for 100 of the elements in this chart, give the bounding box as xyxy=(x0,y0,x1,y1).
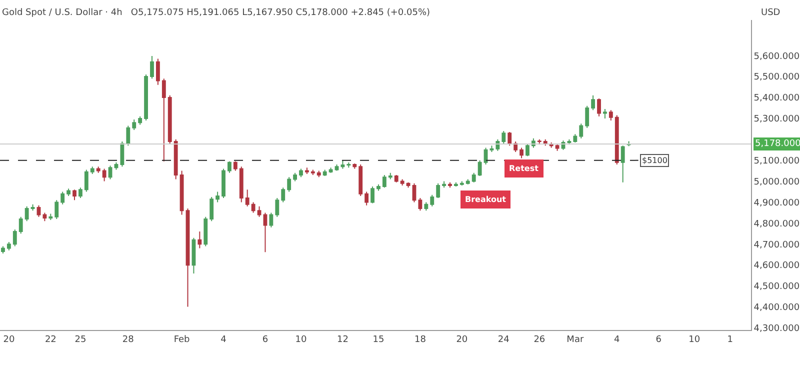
candlestick xyxy=(150,56,154,80)
candlestick xyxy=(394,174,398,183)
y-tick-label: 4,800.000 xyxy=(754,219,800,230)
x-tick-label: 6 xyxy=(262,334,268,345)
candlestick xyxy=(54,200,59,220)
x-tick-label: 18 xyxy=(414,334,426,345)
candlestick xyxy=(222,168,226,199)
y-tick-label: 5,400.000 xyxy=(754,94,800,104)
candlestick xyxy=(370,186,374,204)
candlestick xyxy=(364,191,369,206)
candlestick xyxy=(84,169,88,192)
candlestick xyxy=(322,169,327,177)
x-tick-label: 4 xyxy=(614,334,620,345)
y-tick-label: 4,600.000 xyxy=(754,261,800,272)
candlestick xyxy=(352,162,357,170)
chart-title: Gold Spot / U.S. Dollar · 4h O5,175.075 H5,191.065 L5,167.950 C5,178.000 +2.845 (+0.05%) xyxy=(2,8,430,18)
candlestick xyxy=(346,162,351,168)
annotation: Breakout xyxy=(465,195,506,204)
candlestick xyxy=(156,58,160,86)
candlestick xyxy=(472,172,476,183)
candlestick xyxy=(490,145,494,152)
y-tick-label: 5,500.000 xyxy=(754,72,800,83)
candlestick xyxy=(24,206,29,222)
y-tick-label: 4,500.000 xyxy=(754,282,800,292)
y-tick-label: 4,400.000 xyxy=(754,303,800,314)
x-tick-label: 25 xyxy=(74,334,86,345)
candlestick xyxy=(6,242,11,251)
candlestick xyxy=(18,216,23,234)
candlestick xyxy=(573,134,578,144)
annotation: Retest xyxy=(509,164,539,173)
candlestick xyxy=(168,94,172,144)
ref-line-label: $5100 xyxy=(642,156,668,165)
y-axis-title: USD xyxy=(761,8,780,18)
candlestick xyxy=(603,108,607,119)
candlestick xyxy=(269,212,274,228)
candlestick xyxy=(448,182,452,188)
candlestick xyxy=(1,246,5,254)
candlestick xyxy=(614,114,619,166)
candlestick xyxy=(502,130,506,144)
candlestick xyxy=(42,212,47,222)
candlestick xyxy=(466,178,470,185)
candlestick xyxy=(60,191,65,205)
x-tick-label: 28 xyxy=(122,334,134,345)
candlestick xyxy=(334,164,339,172)
candlestick xyxy=(36,204,41,218)
candlestick xyxy=(508,132,512,146)
candlestick xyxy=(328,167,333,174)
candlestick xyxy=(216,191,220,203)
candlestick xyxy=(180,170,184,216)
candlestick xyxy=(526,143,530,157)
x-tick-label: 1 xyxy=(727,334,734,345)
candlestick xyxy=(263,212,268,253)
candlestick xyxy=(132,118,136,130)
x-tick-label: 26 xyxy=(534,334,546,345)
candlestick xyxy=(66,188,70,196)
candlestick xyxy=(162,78,166,162)
candlestick xyxy=(233,160,238,172)
x-tick-label: Mar xyxy=(566,334,584,345)
candlestick xyxy=(257,206,262,218)
candlestick xyxy=(388,172,392,180)
candlestick xyxy=(245,189,250,207)
candlestick xyxy=(120,140,124,168)
y-tick-label: 4,700.000 xyxy=(754,240,800,250)
candlestick xyxy=(358,164,363,196)
x-tick-label: 20 xyxy=(3,334,15,345)
candlestick xyxy=(454,182,458,188)
y-tick-label: 5,600.000 xyxy=(754,52,800,62)
candlestick xyxy=(138,116,142,126)
candlestick xyxy=(305,167,309,174)
x-tick-label: 22 xyxy=(44,334,56,345)
candlestick xyxy=(400,178,404,186)
candlestick xyxy=(287,176,292,192)
candlestick xyxy=(555,144,560,152)
candlestick xyxy=(102,168,106,182)
candlestick xyxy=(108,165,112,180)
candlestick xyxy=(442,180,446,188)
candlestick xyxy=(436,182,440,199)
candlestick xyxy=(460,180,464,186)
candlestick xyxy=(144,74,148,122)
y-tick-label: 5,100.000 xyxy=(754,156,800,166)
candlestick xyxy=(204,216,208,247)
x-tick-label: 4 xyxy=(220,334,227,345)
candlestick xyxy=(186,208,190,308)
x-tick-label: 10 xyxy=(295,334,307,345)
x-tick-label: 15 xyxy=(372,334,384,345)
candlestick xyxy=(299,168,303,178)
candlestick xyxy=(78,187,82,199)
y-tick-label: 4,300.000 xyxy=(754,324,800,334)
candlestick xyxy=(12,228,17,247)
candlestick xyxy=(376,184,380,192)
candlestick xyxy=(72,189,76,201)
candlestick xyxy=(418,198,422,212)
candlestick xyxy=(281,187,286,203)
y-tick-label: 5,000.000 xyxy=(754,177,800,188)
candlestick xyxy=(310,169,315,176)
candlestick xyxy=(608,110,613,122)
candlestick xyxy=(275,198,280,218)
candlestick xyxy=(382,174,386,188)
candlestick xyxy=(597,98,601,117)
candlestick xyxy=(90,166,94,174)
